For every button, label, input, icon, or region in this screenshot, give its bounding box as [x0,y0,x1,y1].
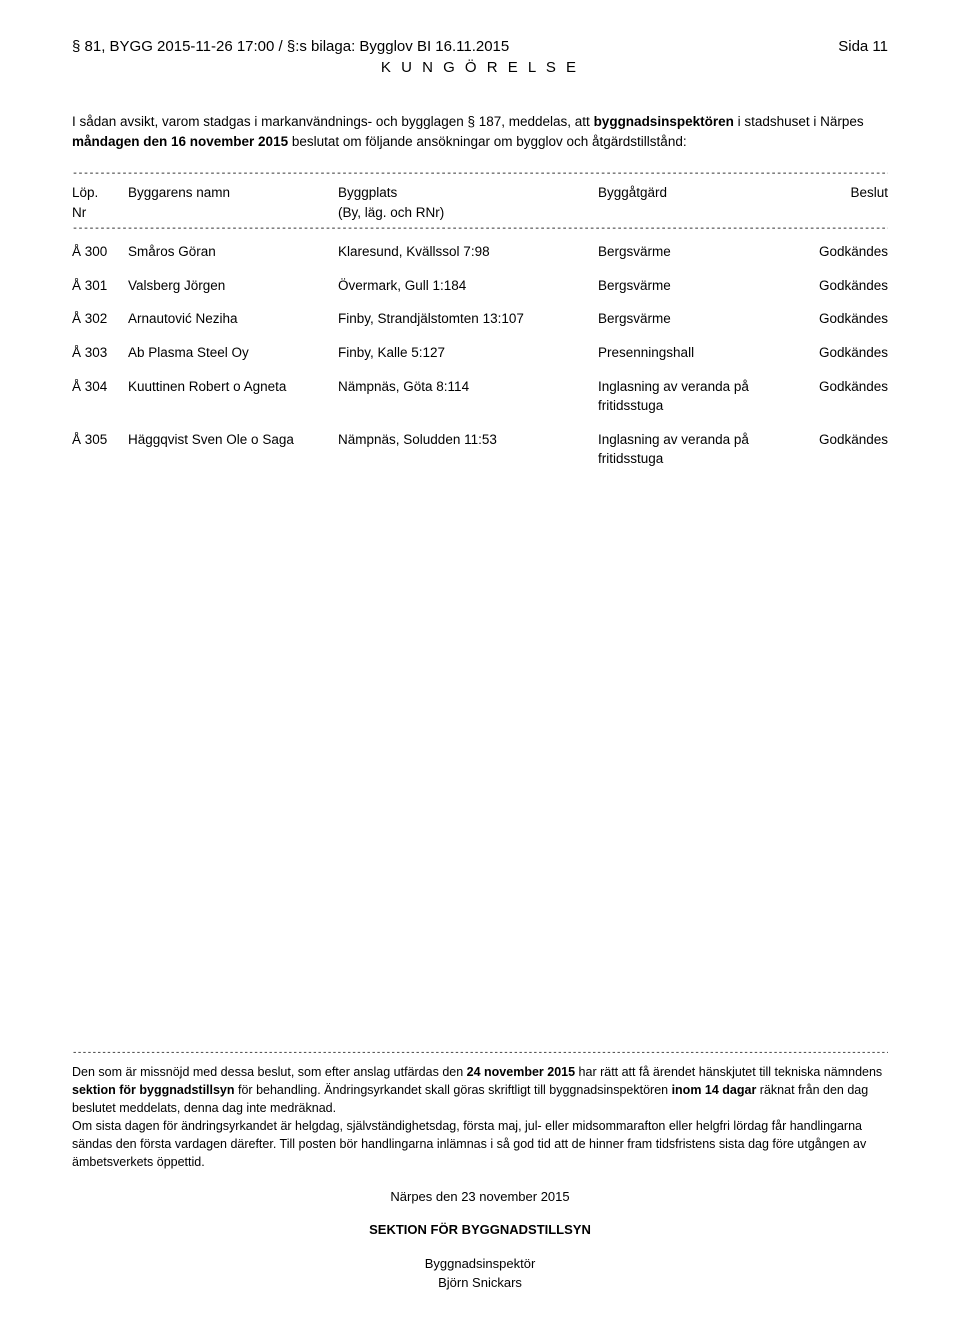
permit-row: Å 302Arnautović NezihaFinby, Strandjälst… [72,303,888,337]
cell-beslut: Godkändes [784,276,888,296]
cell-plats: Klaresund, Kvällssol 7:98 [338,242,598,262]
cell-atgard: Bergsvärme [598,309,784,329]
footer: ----------------------------------------… [72,1048,888,1293]
permit-row: Å 304Kuuttinen Robert o AgnetaNämpnäs, G… [72,371,888,424]
permit-rows: Å 300Småros GöranKlaresund, Kvällssol 7:… [72,236,888,477]
cell-atgard: Presenningshall [598,343,784,363]
permit-row: Å 301Valsberg JörgenÖvermark, Gull 1:184… [72,270,888,304]
cell-lop: Å 304 [72,377,128,416]
cell-beslut: Godkändes [784,309,888,329]
intro-suffix: beslutat om följande ansökningar om bygg… [288,134,687,149]
cell-lop: Å 302 [72,309,128,329]
cell-atgard: Inglasning av veranda på fritidsstuga [598,377,784,416]
cell-plats: Nämpnäs, Göta 8:114 [338,377,598,416]
permit-row: Å 305Häggqvist Sven Ole o SagaNämpnäs, S… [72,424,888,477]
th-plats: Byggplats (By, läg. och RNr) [338,183,598,222]
cell-beslut: Godkändes [784,343,888,363]
th-name: Byggarens namn [128,183,338,222]
divider-mid: ----------------------------------------… [72,224,888,236]
permit-row: Å 303Ab Plasma Steel OyFinby, Kalle 5:12… [72,337,888,371]
footer-section: SEKTION FÖR BYGGNADSTILLSYN [72,1222,888,1237]
cell-name: Ab Plasma Steel Oy [128,343,338,363]
cell-name: Kuuttinen Robert o Agneta [128,377,338,416]
table-header: Löp. Nr Byggarens namn Byggplats (By, lä… [72,181,888,224]
cell-name: Arnautović Neziha [128,309,338,329]
cell-plats: Finby, Kalle 5:127 [338,343,598,363]
intro-paragraph: I sådan avsikt, varom stadgas i markanvä… [72,112,888,151]
footer-signature: Byggnadsinspektör Björn Snickars [72,1255,888,1293]
cell-name: Häggqvist Sven Ole o Saga [128,430,338,469]
page-title: K U N G Ö R E L S E [72,59,888,76]
divider-top: ----------------------------------------… [72,169,888,181]
cell-atgard: Inglasning av veranda på fritidsstuga [598,430,784,469]
th-atgard: Byggåtgärd [598,183,784,222]
cell-beslut: Godkändes [784,430,888,469]
cell-plats: Nämpnäs, Soludden 11:53 [338,430,598,469]
cell-beslut: Godkändes [784,377,888,416]
cell-atgard: Bergsvärme [598,276,784,296]
intro-prefix: I sådan avsikt, varom stadgas i markanvä… [72,114,594,129]
th-lop: Löp. Nr [72,183,128,222]
intro-bold2: måndagen den 16 november 2015 [72,134,288,149]
footer-date: Närpes den 23 november 2015 [72,1189,888,1204]
th-beslut: Beslut [784,183,888,222]
cell-plats: Övermark, Gull 1:184 [338,276,598,296]
cell-plats: Finby, Strandjälstomten 13:107 [338,309,598,329]
header-right: Sida 11 [838,38,888,55]
cell-lop: Å 305 [72,430,128,469]
cell-lop: Å 300 [72,242,128,262]
intro-bold1: byggnadsinspektören [594,114,734,129]
intro-mid1: i stadshuset i Närpes [734,114,864,129]
cell-atgard: Bergsvärme [598,242,784,262]
divider-footer: ----------------------------------------… [72,1048,888,1059]
header-left: § 81, BYGG 2015-11-26 17:00 / §:s bilaga… [72,38,509,55]
cell-lop: Å 303 [72,343,128,363]
cell-name: Småros Göran [128,242,338,262]
page-header: § 81, BYGG 2015-11-26 17:00 / §:s bilaga… [72,38,888,55]
cell-name: Valsberg Jörgen [128,276,338,296]
cell-lop: Å 301 [72,276,128,296]
permit-row: Å 300Småros GöranKlaresund, Kvällssol 7:… [72,236,888,270]
cell-beslut: Godkändes [784,242,888,262]
footer-text: Den som är missnöjd med dessa beslut, so… [72,1063,888,1172]
